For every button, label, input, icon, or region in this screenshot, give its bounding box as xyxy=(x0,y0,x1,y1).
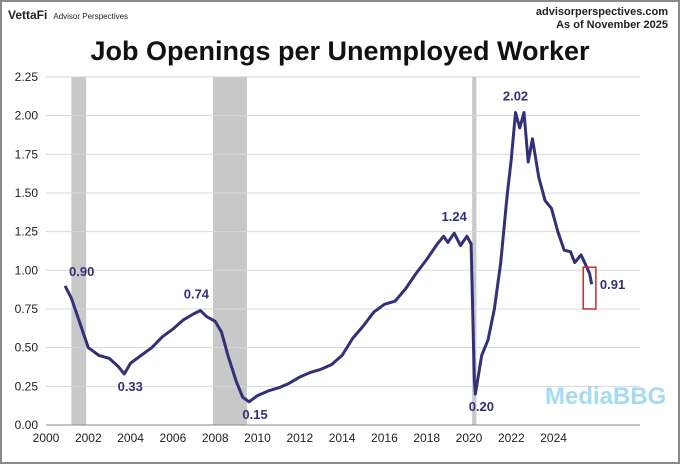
y-tick-label: 1.25 xyxy=(15,225,39,239)
x-tick-label: 2014 xyxy=(329,431,356,445)
brand-logo: VettaFi Advisor Perspectives xyxy=(8,8,128,22)
site-url: advisorperspectives.com xyxy=(535,6,668,18)
x-tick-label: 2016 xyxy=(371,431,398,445)
as-of-date: As of November 2025 xyxy=(556,19,668,31)
highlight-box xyxy=(582,266,597,310)
x-tick-label: 2024 xyxy=(540,431,567,445)
watermark: MediaBBG xyxy=(545,383,666,410)
data-label: 0.15 xyxy=(242,407,267,422)
x-tick-label: 2008 xyxy=(202,431,229,445)
recession-band xyxy=(213,76,247,426)
series-line xyxy=(63,111,594,404)
x-tick-label: 2020 xyxy=(456,431,483,445)
brand-name: VettaFi xyxy=(8,8,48,22)
x-tick-label: 2000 xyxy=(33,431,60,445)
source-info: advisorperspectives.com As of November 20… xyxy=(536,6,668,32)
chart-title: Job Openings per Unemployed Worker xyxy=(90,36,590,66)
y-tick-label: 1.00 xyxy=(15,263,39,277)
x-tick-label: 2022 xyxy=(498,431,525,445)
data-label: 0.33 xyxy=(118,379,143,394)
y-tick-label: 1.50 xyxy=(15,186,39,200)
data-label: 1.24 xyxy=(442,209,468,224)
y-tick-label: 2.25 xyxy=(15,70,39,84)
x-tick-label: 2010 xyxy=(244,431,271,445)
y-tick-label: 0.50 xyxy=(15,341,39,355)
data-label: 0.20 xyxy=(469,399,494,414)
x-tick-label: 2006 xyxy=(160,431,187,445)
x-tick-label: 2002 xyxy=(75,431,102,445)
data-label: 0.91 xyxy=(600,277,625,292)
data-label: 2.02 xyxy=(503,89,528,104)
recession-band xyxy=(71,76,87,426)
y-tick-label: 0.75 xyxy=(15,302,39,316)
data-label: 0.90 xyxy=(69,264,94,279)
data-label: 0.74 xyxy=(184,287,210,302)
y-tick-label: 2.00 xyxy=(15,109,39,123)
y-tick-label: 0.00 xyxy=(15,418,39,432)
recession-band xyxy=(472,76,477,426)
x-tick-label: 2004 xyxy=(117,431,144,445)
x-tick-label: 2018 xyxy=(413,431,440,445)
x-tick-label: 2012 xyxy=(286,431,313,445)
y-tick-label: 0.25 xyxy=(15,379,39,393)
brand-sub: Advisor Perspectives xyxy=(53,12,129,21)
y-tick-label: 1.75 xyxy=(15,147,39,161)
